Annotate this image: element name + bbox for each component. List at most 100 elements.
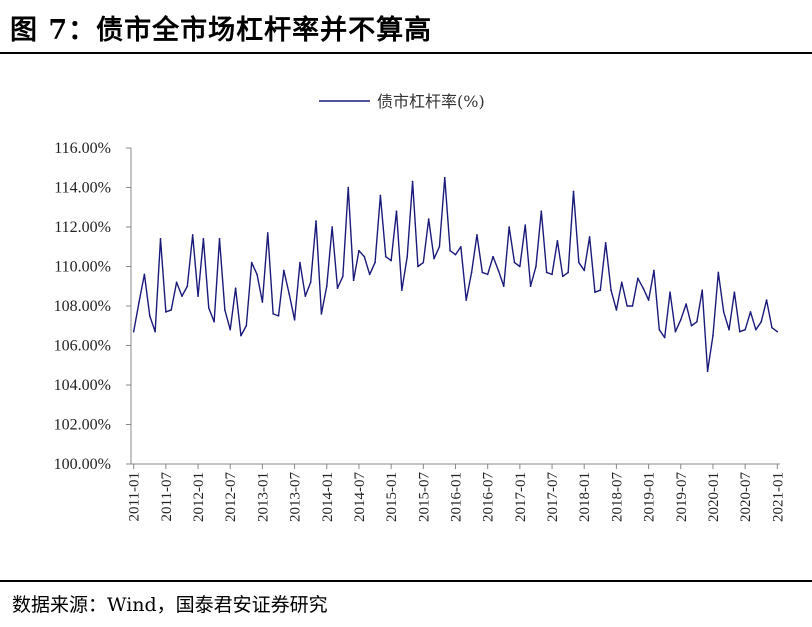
data-point	[476, 234, 478, 236]
x-tick-label: 2017-07	[545, 472, 561, 522]
y-tick-label: 102.00%	[54, 417, 111, 434]
data-point	[143, 273, 146, 276]
x-tick-label: 2012-07	[223, 472, 239, 522]
y-tick-label: 100.00%	[54, 456, 111, 473]
data-point	[213, 321, 215, 323]
data-point	[293, 319, 296, 321]
x-tick-label: 2018-01	[577, 472, 593, 522]
data-point	[234, 287, 237, 290]
data-point	[379, 194, 382, 197]
data-point	[679, 319, 682, 321]
data-point	[738, 330, 741, 333]
data-point	[191, 234, 194, 236]
data-point	[159, 238, 162, 240]
data-point	[502, 285, 505, 288]
x-tick-label: 2015-07	[416, 472, 432, 522]
data-point	[567, 271, 569, 274]
x-tick-label: 2021-01	[770, 472, 786, 522]
data-point	[154, 330, 156, 333]
y-tick-label: 106.00%	[54, 338, 111, 355]
data-point	[224, 309, 226, 311]
data-point	[733, 291, 736, 293]
data-point	[599, 289, 602, 291]
data-point	[545, 271, 548, 274]
data-point	[658, 328, 661, 331]
data-point	[363, 255, 366, 258]
data-point	[390, 259, 392, 262]
data-point	[277, 315, 280, 317]
data-point	[513, 261, 516, 264]
data-point	[229, 328, 232, 331]
data-point	[508, 226, 510, 228]
x-tick-label: 2020-01	[706, 472, 722, 522]
data-point	[245, 324, 248, 327]
data-point	[250, 261, 253, 264]
data-point	[186, 285, 189, 288]
data-point	[653, 269, 655, 272]
x-tick-label: 2013-07	[288, 472, 304, 522]
data-point	[320, 313, 323, 315]
data-point	[637, 277, 639, 280]
y-tick-label: 112.00%	[54, 219, 111, 236]
data-point	[181, 295, 183, 297]
y-axis-labels: 100.00% 102.00% 104.00% 106.00% 108.00% 110.0…	[54, 140, 111, 473]
x-tick-label: 2013-01	[255, 472, 271, 522]
x-tick-label: 2015-01	[384, 472, 400, 522]
data-point	[422, 261, 425, 264]
y-tick-label: 110.00%	[54, 259, 111, 276]
data-point	[663, 336, 666, 339]
data-point	[342, 275, 344, 278]
data-point	[374, 261, 376, 264]
data-point	[384, 255, 387, 258]
x-axis-labels: 2011-01 2011-07 2012-01 2012-07 2013-01 2013-…	[127, 472, 787, 522]
data-point	[165, 311, 167, 313]
data-point	[438, 245, 441, 248]
y-tick-label: 104.00%	[54, 377, 111, 394]
data-point	[610, 289, 612, 291]
data-point	[325, 285, 328, 288]
line-chart: 债市杠杆率(%) 100.00% 102.00% 104.00% 106.00% 108…	[54, 92, 787, 522]
x-tick-label: 2018-07	[609, 472, 625, 522]
data-point	[315, 220, 317, 222]
data-point	[283, 269, 285, 272]
data-point	[411, 180, 414, 183]
y-tick-label: 114.00%	[54, 180, 111, 197]
data-point	[299, 261, 301, 264]
data-point	[620, 281, 623, 284]
data-point	[288, 293, 291, 295]
data-point	[170, 309, 173, 311]
data-point	[132, 330, 135, 333]
data-point	[449, 249, 451, 252]
data-point	[728, 328, 730, 331]
data-point	[454, 253, 457, 256]
data-point	[368, 273, 371, 276]
data-point	[309, 281, 312, 284]
data-point	[492, 255, 494, 258]
data-point	[765, 299, 768, 301]
x-tick-label: 2019-07	[674, 472, 690, 522]
x-tick-label: 2020-07	[738, 472, 754, 522]
data-point	[529, 285, 532, 288]
data-point	[395, 210, 398, 212]
bottom-rule	[0, 580, 812, 582]
chart-legend: 债市杠杆率(%)	[319, 92, 485, 111]
data-point	[540, 210, 543, 212]
data-point	[266, 232, 269, 234]
data-point	[771, 326, 773, 329]
data-point	[631, 305, 634, 307]
data-point	[701, 289, 704, 291]
top-rule	[0, 52, 812, 54]
data-point	[358, 249, 360, 252]
data-point	[497, 269, 500, 272]
data-point	[706, 370, 709, 372]
data-point	[578, 261, 580, 264]
x-tick-label: 2019-01	[642, 472, 658, 522]
legend-label: 债市杠杆率(%)	[377, 92, 485, 111]
data-point	[304, 295, 307, 297]
data-point	[460, 245, 462, 248]
data-point	[401, 289, 403, 291]
x-tick-label: 2014-01	[320, 472, 336, 522]
x-tick-label: 2014-07	[352, 472, 368, 522]
data-point	[749, 311, 752, 313]
data-point	[642, 287, 645, 290]
